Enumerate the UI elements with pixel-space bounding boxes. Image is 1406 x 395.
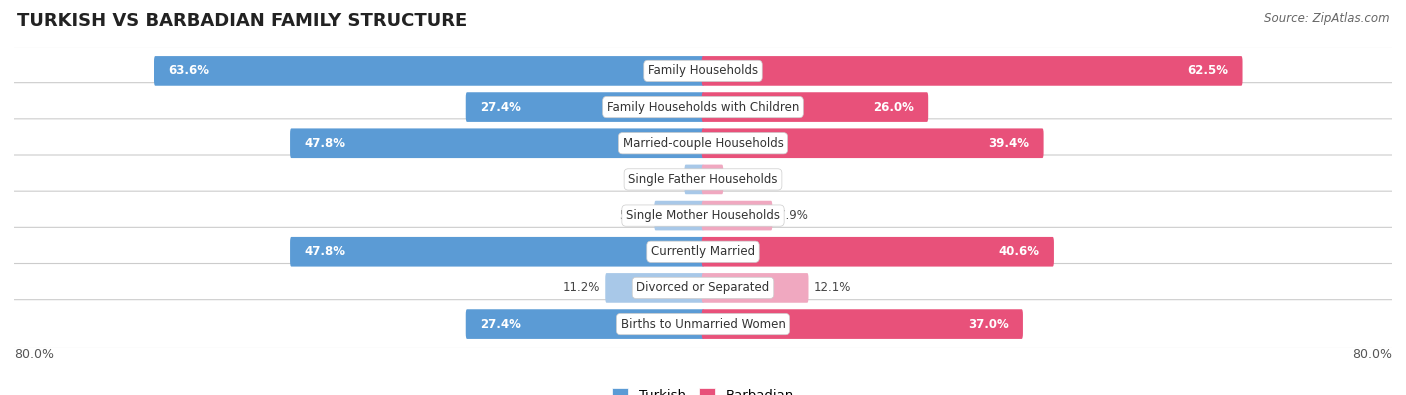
Text: Family Households with Children: Family Households with Children — [607, 101, 799, 114]
Text: 80.0%: 80.0% — [1353, 348, 1392, 361]
Text: Source: ZipAtlas.com: Source: ZipAtlas.com — [1264, 12, 1389, 25]
Text: 63.6%: 63.6% — [169, 64, 209, 77]
FancyBboxPatch shape — [702, 237, 1054, 267]
Text: 39.4%: 39.4% — [988, 137, 1029, 150]
Text: 12.1%: 12.1% — [814, 281, 852, 294]
FancyBboxPatch shape — [11, 300, 1395, 348]
Text: TURKISH VS BARBADIAN FAMILY STRUCTURE: TURKISH VS BARBADIAN FAMILY STRUCTURE — [17, 12, 467, 30]
FancyBboxPatch shape — [702, 92, 928, 122]
FancyBboxPatch shape — [11, 47, 1395, 95]
FancyBboxPatch shape — [11, 83, 1395, 132]
FancyBboxPatch shape — [702, 201, 772, 230]
Text: 80.0%: 80.0% — [14, 348, 53, 361]
FancyBboxPatch shape — [605, 273, 704, 303]
FancyBboxPatch shape — [11, 191, 1395, 240]
Text: 26.0%: 26.0% — [873, 101, 914, 114]
Text: Births to Unmarried Women: Births to Unmarried Women — [620, 318, 786, 331]
Text: 62.5%: 62.5% — [1187, 64, 1229, 77]
Text: Family Households: Family Households — [648, 64, 758, 77]
FancyBboxPatch shape — [685, 165, 704, 194]
Text: 7.9%: 7.9% — [778, 209, 808, 222]
FancyBboxPatch shape — [702, 56, 1243, 86]
Text: 2.0%: 2.0% — [650, 173, 679, 186]
Text: 2.2%: 2.2% — [728, 173, 759, 186]
Text: Divorced or Separated: Divorced or Separated — [637, 281, 769, 294]
FancyBboxPatch shape — [290, 128, 704, 158]
FancyBboxPatch shape — [654, 201, 704, 230]
FancyBboxPatch shape — [465, 92, 704, 122]
Text: 27.4%: 27.4% — [479, 318, 520, 331]
FancyBboxPatch shape — [465, 309, 704, 339]
FancyBboxPatch shape — [11, 263, 1395, 312]
Text: 47.8%: 47.8% — [304, 137, 346, 150]
FancyBboxPatch shape — [11, 119, 1395, 167]
FancyBboxPatch shape — [290, 237, 704, 267]
Legend: Turkish, Barbadian: Turkish, Barbadian — [607, 383, 799, 395]
FancyBboxPatch shape — [702, 273, 808, 303]
Text: Single Mother Households: Single Mother Households — [626, 209, 780, 222]
Text: 37.0%: 37.0% — [967, 318, 1008, 331]
FancyBboxPatch shape — [11, 155, 1395, 204]
Text: Currently Married: Currently Married — [651, 245, 755, 258]
FancyBboxPatch shape — [702, 309, 1024, 339]
FancyBboxPatch shape — [702, 165, 723, 194]
FancyBboxPatch shape — [702, 128, 1043, 158]
Text: 27.4%: 27.4% — [479, 101, 520, 114]
Text: Single Father Households: Single Father Households — [628, 173, 778, 186]
Text: 47.8%: 47.8% — [304, 245, 346, 258]
Text: Married-couple Households: Married-couple Households — [623, 137, 783, 150]
Text: 40.6%: 40.6% — [998, 245, 1039, 258]
FancyBboxPatch shape — [11, 228, 1395, 276]
Text: 5.5%: 5.5% — [619, 209, 648, 222]
Text: 11.2%: 11.2% — [562, 281, 599, 294]
FancyBboxPatch shape — [155, 56, 704, 86]
